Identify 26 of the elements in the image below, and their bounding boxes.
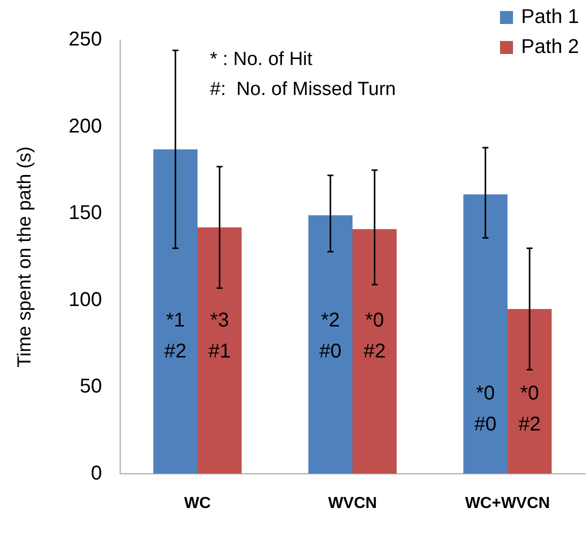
y-tick-label: 250: [68, 28, 102, 51]
annotation: *3 #1: [208, 310, 231, 363]
legend-label: Path 2: [521, 35, 579, 60]
bar: [352, 229, 397, 474]
annotation: *0 #2: [518, 382, 541, 436]
bar: [308, 215, 352, 474]
y-tick-label: 50: [80, 376, 102, 398]
legend-label: Path 1: [521, 5, 579, 30]
bar: [508, 308, 552, 474]
y-axis-title: Time spent on the path (s): [14, 146, 36, 368]
x-tick-label: WVCN: [328, 494, 377, 512]
annotation: *0 #2: [363, 310, 386, 363]
bar: [198, 227, 242, 474]
x-tick-label: WC+WVCN: [465, 494, 550, 512]
annotation: *0 #0: [474, 382, 497, 436]
y-tick-label: 0: [90, 462, 102, 484]
y-tick-label: 100: [68, 288, 102, 311]
annotation: *2 #0: [319, 310, 342, 363]
y-tick-label: 150: [68, 202, 102, 224]
annotation: * : No. of Hit: [210, 49, 314, 70]
y-tick-label: 200: [68, 115, 102, 138]
annotation: *1 #2: [164, 310, 187, 363]
bar: [153, 149, 198, 474]
bar: [463, 194, 508, 474]
x-tick-label: WC: [184, 494, 212, 512]
annotation: #: No. of Missed Turn: [210, 79, 396, 100]
